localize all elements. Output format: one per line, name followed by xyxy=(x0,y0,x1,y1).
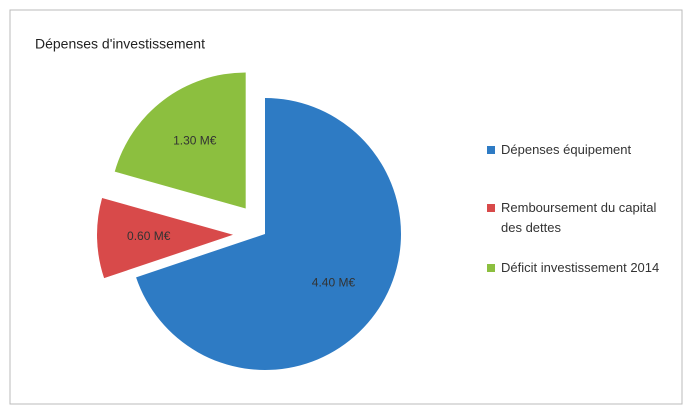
pie-slice xyxy=(114,72,246,209)
data-label: 1.30 M€ xyxy=(173,133,217,147)
legend-item: Déficit investissement 2014 xyxy=(487,258,677,278)
chart-title: Dépenses d'investissement xyxy=(35,36,205,52)
legend-swatch xyxy=(487,204,495,212)
legend-label: Dépenses équipement xyxy=(501,142,632,157)
legend-label: Déficit investissement 2014 xyxy=(501,260,660,275)
data-label: 0.60 M€ xyxy=(127,229,171,243)
legend-swatch xyxy=(487,264,495,272)
data-label: 4.40 M€ xyxy=(312,275,356,289)
legend-swatch xyxy=(487,146,495,154)
legend-label: Remboursement du capital des dettes xyxy=(501,200,657,235)
pie-slice xyxy=(97,197,234,279)
pie-slice xyxy=(136,98,401,370)
legend-item: Remboursement du capital des dettes xyxy=(487,198,677,238)
legend-item: Dépenses équipement xyxy=(487,140,677,160)
